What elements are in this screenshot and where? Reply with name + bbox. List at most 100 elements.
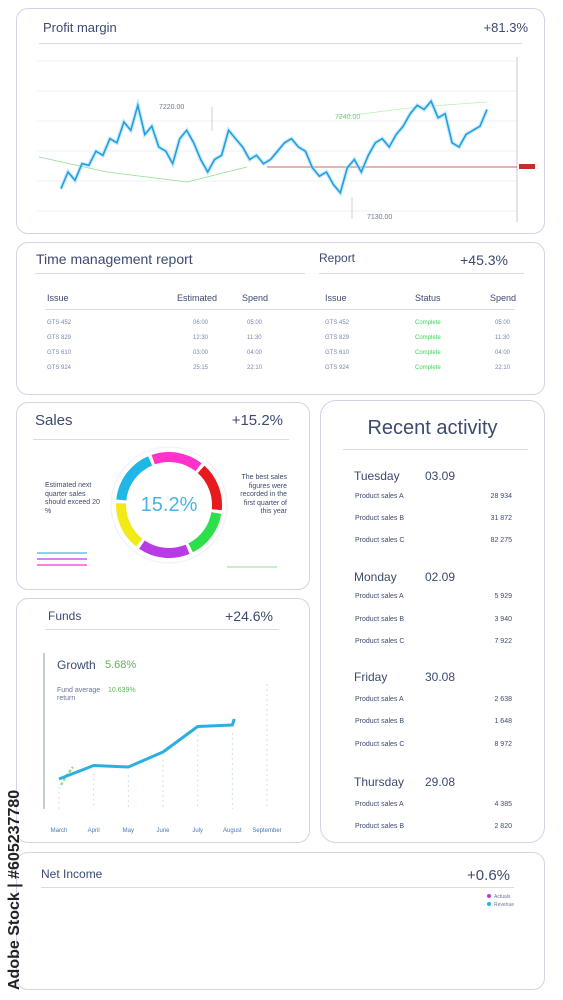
table-cell: 22:10 xyxy=(495,365,511,371)
donut-center-value: 15.2% xyxy=(141,494,198,516)
legend-label: Revenue xyxy=(494,902,515,908)
divider xyxy=(45,309,515,310)
activity-item-label: Product sales C xyxy=(355,741,405,748)
funds-tick-label: March xyxy=(51,828,68,834)
moving-average-line xyxy=(38,156,248,183)
profit-gridlines xyxy=(37,60,517,212)
sales-value: +15.2% xyxy=(231,412,283,429)
activity-item-label: Product sales B xyxy=(355,515,405,522)
activity-item-value: 3 940 xyxy=(494,616,512,623)
donut-segment xyxy=(116,503,143,547)
funds-chart: March April May June July August September xyxy=(43,653,282,834)
activity-item-value: 4 385 xyxy=(494,801,512,808)
day-label: Friday xyxy=(354,670,388,684)
donut-segment xyxy=(151,452,202,472)
status-complete: Complete xyxy=(415,365,441,371)
growth-value: 5.68% xyxy=(105,659,137,671)
activity-item-label: Product sales C xyxy=(355,537,405,544)
donut-segment xyxy=(139,540,190,558)
activity-item-label: Product sales B xyxy=(355,718,405,725)
col-header-spend: Spend xyxy=(490,293,517,303)
legend-item-revenue: Revenue xyxy=(487,902,514,908)
activity-item-label: Product sales B xyxy=(355,616,405,623)
sales-donut-chart: 15.2% xyxy=(110,446,228,564)
funds-tick-label: July xyxy=(192,828,203,834)
activity-item-value: 28 934 xyxy=(490,493,512,500)
donut-segment xyxy=(116,456,153,501)
net-income-value: +0.6% xyxy=(467,867,510,884)
day-label: Monday xyxy=(354,570,397,584)
table-cell: GTS 924 xyxy=(47,365,72,371)
table-cell: 11:30 xyxy=(247,335,262,341)
activity-item-label: Product sales A xyxy=(355,493,404,500)
current-price-marker xyxy=(519,164,535,169)
sales-panel: Sales +15.2% Estimated next quarter sale… xyxy=(16,402,310,590)
date-label: 02.09 xyxy=(425,570,456,584)
time-report-title: Time management report xyxy=(36,251,193,267)
funds-tick-label: May xyxy=(123,828,134,834)
divider xyxy=(41,887,514,888)
table-cell: 05:00 xyxy=(495,320,511,326)
divider xyxy=(343,449,528,450)
table-cell: 05:00 xyxy=(247,320,263,326)
legend-label: Actuals xyxy=(494,894,511,900)
funds-guides xyxy=(58,684,268,809)
activity-item-value: 1 648 xyxy=(494,718,512,725)
stock-watermark: Adobe Stock | #605237780 xyxy=(6,789,23,990)
growth-label: Growth xyxy=(57,658,96,672)
activity-item-label: Product sales B xyxy=(355,823,405,830)
activity-item-value: 5 929 xyxy=(494,593,512,600)
activity-item-value: 82 275 xyxy=(490,537,512,544)
activity-item-value: 8 972 xyxy=(494,741,512,748)
activity-item-value: 2 638 xyxy=(494,696,512,703)
status-complete: Complete xyxy=(415,350,441,356)
profit-chart: 7220.00 7240.00 7130.00 xyxy=(37,57,535,222)
recent-activity-panel: Recent activity Tuesday 03.09 Product sa… xyxy=(320,400,545,843)
table-cell: GTS 829 xyxy=(325,335,350,341)
table-cell: GTS 452 xyxy=(47,320,72,326)
funds-panel: Funds +24.6% Growth 5.68% Fund average r… xyxy=(16,598,310,843)
table-cell: GTS 610 xyxy=(325,350,350,356)
funds-tick-labels: March April May June July August September xyxy=(51,828,282,834)
divider xyxy=(33,439,289,440)
table-cell: 04:00 xyxy=(495,350,511,356)
funds-line xyxy=(58,718,236,781)
activity-item-value: 31 872 xyxy=(490,515,512,522)
donut-segment xyxy=(197,465,222,511)
status-complete: Complete xyxy=(415,320,441,326)
status-complete: Complete xyxy=(415,335,441,341)
time-report-table: Issue Estimated Spend Issue Status Spend… xyxy=(17,243,546,396)
day-label: Thursday xyxy=(354,775,405,789)
activity-item-value: 2 820 xyxy=(494,823,512,830)
funds-tick-label: April xyxy=(88,828,100,834)
legend-item-actuals: Actuals xyxy=(487,894,510,900)
activity-item-label: Product sales A xyxy=(355,593,404,600)
funds-tick-label: September xyxy=(252,828,281,834)
profit-line-glow xyxy=(59,97,489,198)
funds-title: Funds xyxy=(48,609,82,623)
fund-average-label: Fund average return xyxy=(57,687,101,702)
annotation-low: 7130.00 xyxy=(367,214,392,221)
table-cell: GTS 452 xyxy=(325,320,350,326)
table-cell: 12:30 xyxy=(193,335,209,341)
table-cell: 22:10 xyxy=(247,365,263,371)
col-header-status: Status xyxy=(415,293,441,303)
activity-item-label: Product sales A xyxy=(355,696,404,703)
fund-average-value: 10.639% xyxy=(108,687,136,694)
time-report-value: +45.3% xyxy=(460,252,508,268)
divider xyxy=(319,273,524,274)
legend-swatch-revenue xyxy=(487,902,491,906)
col-header-issue: Issue xyxy=(47,293,69,303)
sales-mini-legend xyxy=(37,552,87,566)
table-cell: 04:00 xyxy=(247,350,263,356)
activity-item-label: Product sales C xyxy=(355,638,405,645)
col-header-spend: Spend xyxy=(242,293,269,303)
profit-line xyxy=(60,99,488,195)
funds-tick-label: June xyxy=(156,828,170,834)
divider xyxy=(45,629,279,630)
profit-margin-value: +81.3% xyxy=(483,20,528,35)
net-income-title: Net Income xyxy=(41,867,103,881)
col-header-issue: Issue xyxy=(325,293,347,303)
table-cell: GTS 610 xyxy=(47,350,72,356)
table-cell: GTS 924 xyxy=(325,365,350,371)
